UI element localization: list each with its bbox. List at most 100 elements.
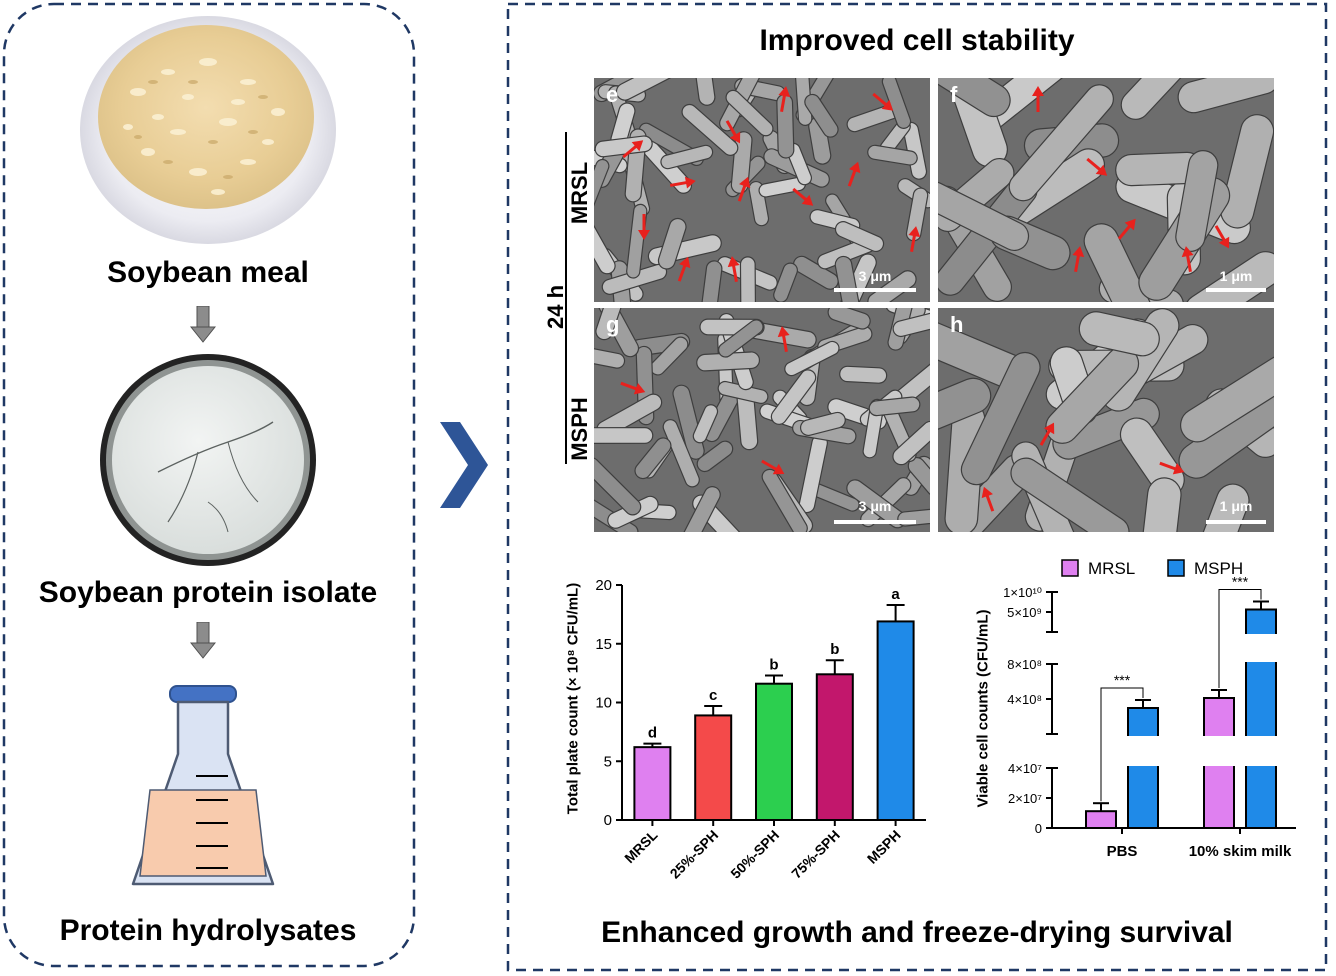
bacterium-cell (725, 89, 774, 137)
soybean-meal-label: Soybean meal (107, 256, 309, 289)
y-tick-label: 0 (604, 812, 612, 829)
bacterium-cell (717, 319, 764, 358)
x-tick-label: MSPH (864, 827, 904, 867)
bacterium-cell (839, 365, 888, 384)
chevron-right-icon (440, 422, 488, 508)
bar (755, 682, 793, 821)
red-arrow-icon (677, 256, 691, 282)
bar (1127, 707, 1159, 829)
down-arrow-icon (190, 306, 216, 343)
y-tick-label: 15 (595, 636, 612, 653)
bacterium-cell (615, 78, 685, 101)
y-tick-label: 2×10⁷ (1008, 791, 1042, 806)
bacterium-cell (834, 255, 860, 302)
x-tick-label: PBS (1107, 843, 1138, 860)
bacterium-cell (594, 345, 626, 369)
bacterium-cell (662, 419, 700, 488)
y-tick-label: 10 (595, 695, 612, 712)
y-tick-label: 20 (595, 577, 612, 594)
bacterium-cell (892, 420, 930, 466)
red-arrow-icon (737, 176, 751, 202)
bacterium-cell (938, 78, 1011, 118)
bacterium-cell (692, 404, 719, 444)
axis-break-gap (1202, 736, 1236, 766)
red-arrow-icon (638, 214, 650, 240)
left-panel-border (2, 2, 416, 968)
bacterium-cell (696, 440, 734, 473)
down-arrow-icon (190, 622, 216, 659)
panel-letter: f (950, 82, 958, 107)
significance-letter: d (648, 725, 657, 742)
red-arrow-icon (1039, 422, 1055, 446)
sem-image-h: h 1 μm (938, 308, 1274, 532)
scale-bar (834, 520, 916, 524)
scale-label: 1 μm (1219, 268, 1253, 284)
bacterium-cell (594, 427, 654, 445)
panel-letter: g (606, 312, 620, 337)
bacterium-cell (1180, 354, 1274, 443)
viable-cell-count-chart: MRSL MSPH 0 2×10⁷ 4×10⁷ 4×10⁸ 8×10⁸ 5×10⁹ 1×10¹⁰… (1003, 559, 1296, 860)
significance-letter: c (709, 687, 717, 704)
bacterium-cell (784, 340, 840, 377)
bacterium-cell (827, 308, 871, 330)
bar (815, 673, 854, 821)
bacterium-cell (1138, 477, 1182, 532)
legend-swatch (1061, 559, 1079, 577)
axis-break-gap (1126, 736, 1160, 766)
y-tick-label: 1×10¹⁰ (1003, 585, 1042, 600)
scale-label: 1 μm (1219, 498, 1253, 514)
bacterium-cell (1177, 78, 1274, 114)
bacterium-cell (938, 181, 1030, 251)
bacterium-cell (773, 262, 798, 302)
bacterium-cell (761, 468, 808, 532)
red-arrow-icon (669, 176, 696, 189)
bacterium-cell (1078, 311, 1160, 357)
bacterium-cell (595, 308, 623, 341)
protein-isolate-dish-image (100, 354, 316, 566)
protein-isolate-label: Soybean protein isolate (38, 576, 378, 609)
red-arrow-icon (1181, 246, 1194, 273)
significance-letter: a (891, 586, 900, 603)
legend-swatch (1167, 559, 1185, 577)
bar (876, 620, 915, 821)
bacterium-cell (739, 256, 757, 302)
red-arrow-icon (792, 187, 814, 206)
flask-icon (131, 685, 275, 886)
x-tick-label: 10% skim milk (1189, 843, 1292, 860)
bacterium-cell (634, 437, 672, 480)
x-tick-label: 25%-SPH (667, 827, 722, 882)
red-arrow-icon (872, 92, 894, 111)
significance-letter: b (830, 641, 839, 658)
scale-bar (834, 288, 916, 292)
bacterium-cell (1052, 397, 1160, 460)
y-tick-label: 4×10⁸ (1007, 692, 1042, 707)
bacterium-cell (698, 260, 723, 302)
bacterium-cell (681, 486, 721, 532)
chart2-ylabel: Viable cell counts (CFU/mL) (974, 609, 992, 808)
red-arrow-icon (981, 486, 995, 512)
red-arrow-icon (622, 140, 644, 159)
red-arrow-icon (778, 86, 791, 113)
bar (633, 746, 672, 821)
y-tick-label: 5×10⁹ (1007, 605, 1042, 620)
red-arrow-icon (1214, 225, 1230, 249)
sem-image-f: f 1 μm (938, 78, 1274, 302)
bacterium-cell (804, 93, 839, 138)
bacterium-cell (694, 78, 716, 106)
bacterium-cell (1083, 223, 1160, 302)
bottom-panel-title: Enhanced growth and freeze-drying surviv… (601, 916, 1233, 949)
soybean-meal-image (80, 16, 336, 244)
bacterium-cell (938, 377, 992, 434)
chart1-ylabel: Total plate count (× 10⁸ CFU/mL) (564, 582, 582, 815)
red-arrow-icon (1086, 157, 1108, 176)
total-plate-count-chart: 0 5 10 15 20 d MRSL c 25%-SPH b 50%-SPH b 75%-SPH a MS… (595, 577, 926, 882)
bacterium-cell (657, 217, 687, 270)
bacterium-cell (960, 351, 1041, 486)
bacterium-cell (594, 457, 642, 516)
bar (1085, 810, 1117, 830)
legend-label: MRSL (1088, 559, 1135, 578)
y-tick-label: 5 (604, 753, 612, 770)
red-arrow-icon (908, 226, 921, 253)
significance-stars: *** (1114, 672, 1131, 688)
row-label-msph: MSPH (567, 397, 592, 461)
